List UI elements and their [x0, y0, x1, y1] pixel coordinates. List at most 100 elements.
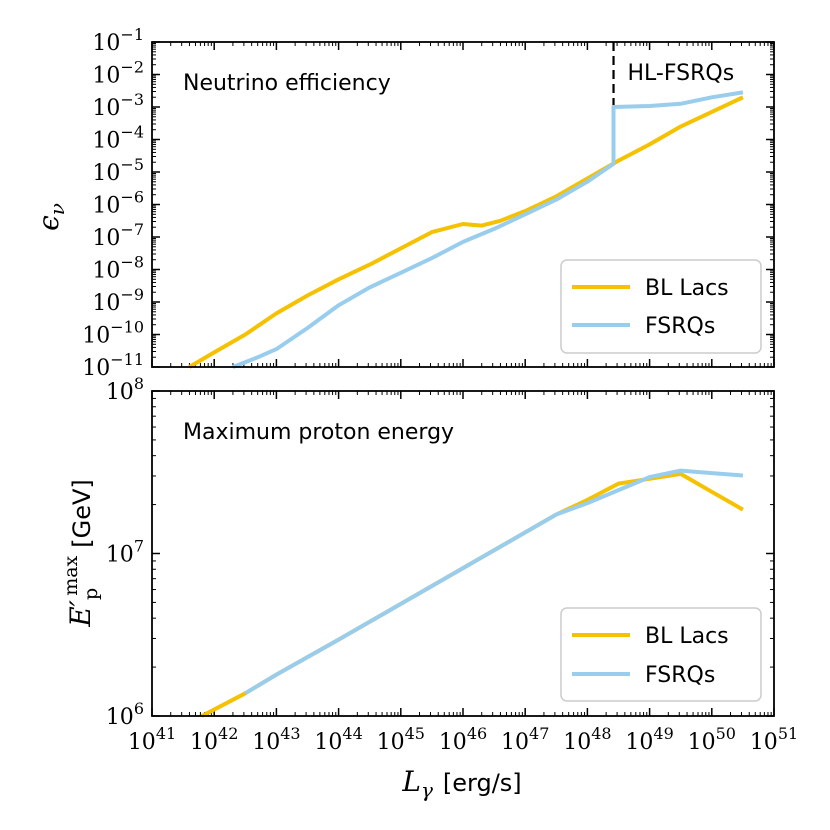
- x-tick-label: 1048: [563, 724, 611, 755]
- tick-exponent: −10: [110, 318, 144, 337]
- x-axis-label: Lγ [erg/s]: [401, 765, 521, 802]
- tick-exponent: −3: [120, 90, 144, 109]
- x-axis-subscript: γ: [421, 778, 433, 802]
- bottom-series-lines: [200, 468, 744, 718]
- tick-base: 10: [92, 259, 120, 284]
- tick-base: 10: [688, 730, 716, 755]
- x-tick-label: 1044: [314, 724, 362, 755]
- tick-exponent: −7: [120, 220, 144, 239]
- tick-base: 10: [92, 96, 120, 121]
- tick-exponent: −5: [120, 155, 144, 174]
- tick-base: 10: [106, 380, 134, 405]
- top-legend: BL Lacs FSRQs: [560, 259, 762, 354]
- x-tick-label: 1041: [128, 724, 176, 755]
- x-axis-symbol: L: [401, 765, 421, 798]
- y-tick-label: 10−11: [82, 350, 144, 381]
- tick-base: 10: [92, 226, 120, 251]
- tick-exponent: 43: [280, 724, 300, 743]
- tick-base: 10: [501, 730, 529, 755]
- tick-exponent: 8: [134, 374, 144, 393]
- top-legend-label-fsrqs: FSRQs: [645, 314, 715, 339]
- tick-base: 10: [92, 129, 120, 154]
- top-legend-box: [560, 259, 762, 354]
- tick-base: 10: [92, 31, 120, 56]
- tick-exponent: −11: [110, 350, 144, 369]
- y-tick-label: 107: [106, 537, 144, 568]
- x-tick-label: 1051: [750, 724, 798, 755]
- top-y-axis-subscript: ν: [45, 203, 69, 215]
- bottom-panel-annotation: Maximum proton energy: [183, 420, 454, 445]
- tick-base: 10: [128, 730, 156, 755]
- tick-exponent: −4: [120, 123, 144, 142]
- tick-base: 10: [92, 194, 120, 219]
- series-line-fsrqs: [232, 90, 744, 369]
- tick-base: 10: [82, 356, 110, 381]
- tick-exponent: 48: [591, 724, 611, 743]
- tick-exponent: 7: [134, 537, 144, 556]
- bottom-legend-box: [560, 607, 762, 702]
- y-tick-label: 10−3: [92, 90, 144, 121]
- tick-exponent: 47: [529, 724, 549, 743]
- y-tick-label: 10−1: [92, 25, 144, 56]
- x-tick-label: 1043: [252, 724, 300, 755]
- y-tick-label: 10−8: [92, 253, 144, 284]
- x-tick-label: 1045: [377, 724, 425, 755]
- y-tick-label: 10−5: [92, 155, 144, 186]
- x-tick-label: 1046: [439, 724, 487, 755]
- tick-exponent: 6: [134, 699, 144, 718]
- tick-base: 10: [106, 543, 134, 568]
- tick-exponent: −1: [120, 25, 144, 44]
- tick-exponent: −9: [120, 285, 144, 304]
- tick-exponent: −6: [120, 188, 144, 207]
- series-line-fsrqs: [244, 468, 744, 696]
- y-tick-label: 10−4: [92, 123, 144, 154]
- y-tick-label: 10−7: [92, 220, 144, 251]
- top-series-lines: [188, 90, 744, 369]
- tick-base: 10: [625, 730, 653, 755]
- tick-base: 10: [252, 730, 280, 755]
- x-tick-label: 1050: [688, 724, 736, 755]
- tick-exponent: −8: [120, 253, 144, 272]
- tick-exponent: 51: [778, 724, 798, 743]
- bottom-legend-label-fsrqs: FSRQs: [645, 663, 715, 688]
- bottom-legend: BL Lacs FSRQs: [560, 607, 762, 702]
- tick-base: 10: [190, 730, 218, 755]
- bottom-y-axis-subscript: p: [80, 588, 102, 600]
- x-tick-label: 1049: [625, 724, 673, 755]
- top-legend-label-bl-lacs: BL Lacs: [645, 276, 729, 301]
- tick-base: 10: [92, 64, 120, 89]
- tick-exponent: 50: [716, 724, 736, 743]
- bottom-y-axis-superscript: max: [60, 555, 82, 595]
- y-tick-label: 10−10: [82, 318, 144, 349]
- tick-exponent: 44: [342, 724, 362, 743]
- bottom-y-axis-unit: [GeV]: [68, 479, 96, 548]
- tick-exponent: 42: [218, 724, 238, 743]
- tick-exponent: −2: [120, 58, 144, 77]
- tick-base: 10: [106, 705, 134, 730]
- y-tick-label: 10−9: [92, 285, 144, 316]
- bottom-legend-label-bl-lacs: BL Lacs: [645, 624, 729, 649]
- top-y-axis-label: ϵν: [32, 203, 69, 231]
- top-tick-labels: 10−1110−1010−910−810−710−610−510−410−310…: [82, 25, 144, 381]
- tick-base: 10: [563, 730, 591, 755]
- top-axes-frame: [151, 41, 775, 368]
- bottom-y-axis-symbol: E′: [64, 599, 97, 627]
- tick-base: 10: [92, 161, 120, 186]
- tick-base: 10: [377, 730, 405, 755]
- tick-base: 10: [750, 730, 778, 755]
- y-tick-label: 10−2: [92, 58, 144, 89]
- series-line-bl-lacs: [188, 95, 744, 369]
- tick-base: 10: [82, 324, 110, 349]
- y-tick-label: 10−6: [92, 188, 144, 219]
- tick-exponent: 46: [467, 724, 487, 743]
- neutrino-efficiency-panel: 10−1110−1010−910−810−710−610−510−410−310…: [32, 25, 775, 381]
- top-panel-annotation: Neutrino efficiency: [183, 71, 391, 96]
- y-tick-label: 106: [106, 699, 144, 730]
- tick-base: 10: [439, 730, 467, 755]
- tick-exponent: 41: [156, 724, 176, 743]
- tick-base: 10: [314, 730, 342, 755]
- tick-base: 10: [92, 291, 120, 316]
